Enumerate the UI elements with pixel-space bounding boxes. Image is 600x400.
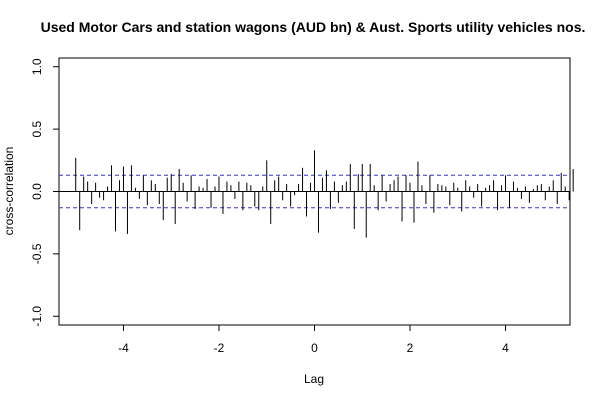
y-tick-label: 0.5 [30,120,44,137]
x-tick-label: -4 [118,341,129,355]
y-axis-label: cross-correlation [2,147,16,236]
y-tick-label: -1.0 [30,306,44,327]
x-axis-label: Lag [304,372,324,386]
x-tick-label: 0 [311,341,318,355]
chart-title: Used Motor Cars and station wagons (AUD … [41,19,586,35]
y-tick-label: 0.0 [30,183,44,200]
x-tick-label: 4 [502,341,509,355]
x-tick-label: -2 [214,341,225,355]
y-tick-label: -0.5 [30,243,44,264]
y-tick-label: 1.0 [30,58,44,75]
x-tick-label: 2 [407,341,414,355]
